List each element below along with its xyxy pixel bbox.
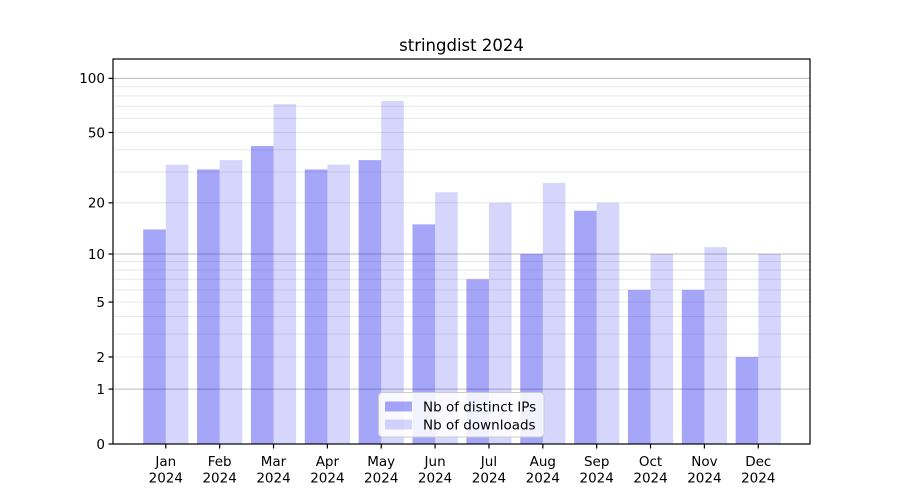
- plot-frame: [112, 58, 811, 445]
- bar-sep-downloads: [596, 202, 620, 444]
- bar-aug-downloads: [542, 182, 566, 444]
- bar-apr-distinct-ips: [304, 169, 328, 444]
- x-tick-label-year: 2024: [633, 471, 667, 487]
- bar-nov-distinct-ips: [681, 289, 705, 444]
- bar-jul-downloads: [488, 202, 512, 444]
- y-tick-label: 20: [88, 196, 105, 212]
- bar-may-downloads: [381, 100, 404, 445]
- bar-jan-distinct-ips: [143, 229, 166, 444]
- x-tick-label-year: 2024: [149, 471, 183, 487]
- x-tick-label-year: 2024: [418, 471, 452, 487]
- bar-mar-downloads: [273, 104, 297, 445]
- x-tick-label-year: 2024: [310, 471, 344, 487]
- y-tick-label: 5: [96, 295, 105, 311]
- y-axis: 0 1 2 5 10 20 50 100: [79, 71, 113, 453]
- x-tick-label-year: 2024: [364, 471, 398, 487]
- bar-oct-downloads: [650, 254, 674, 444]
- bar-feb-distinct-ips: [197, 169, 220, 444]
- bar-dec-distinct-ips: [735, 356, 759, 444]
- bar-feb-downloads: [219, 160, 243, 445]
- x-tick-label-year: 2024: [526, 471, 560, 487]
- x-tick-label-year: 2024: [256, 471, 290, 487]
- x-tick-label-month: Jun: [424, 454, 446, 470]
- x-tick-label-year: 2024: [202, 471, 236, 487]
- bar-jun-downloads: [435, 192, 458, 444]
- y-tick-label: 1: [96, 382, 105, 398]
- gridlines: [113, 77, 810, 390]
- x-tick-label-year: 2024: [687, 471, 721, 487]
- x-tick-label-month: Aug: [530, 454, 556, 470]
- x-tick-label-month: Feb: [208, 454, 232, 470]
- x-tick-label-month: Sep: [584, 454, 609, 470]
- x-tick-label-month: Nov: [691, 454, 717, 470]
- y-tick-label: 2: [96, 350, 105, 366]
- x-tick-label-month: May: [367, 454, 395, 470]
- bar-jan-downloads: [165, 164, 189, 444]
- bar-apr-downloads: [327, 164, 350, 444]
- bar-sep-distinct-ips: [574, 210, 597, 444]
- bar-may-distinct-ips: [358, 160, 382, 445]
- y-tick-label: 10: [88, 247, 105, 263]
- x-tick-label-year: 2024: [472, 471, 506, 487]
- y-tick-label: 50: [88, 125, 105, 141]
- bar-nov-downloads: [704, 247, 727, 444]
- x-tick-label-month: Apr: [316, 454, 340, 470]
- legend-swatch-distinct-ips: [385, 401, 412, 412]
- legend-box: [378, 392, 545, 438]
- x-tick-label-month: Jan: [154, 454, 176, 470]
- bars: [143, 100, 781, 445]
- chart-title: stringdist 2024: [399, 36, 524, 55]
- bar-mar-distinct-ips: [250, 146, 274, 445]
- legend-label-downloads: Nb of downloads: [423, 418, 536, 434]
- x-axis: Jan2024Feb2024Mar2024Apr2024May2024Jun20…: [149, 444, 775, 487]
- bar-oct-distinct-ips: [627, 289, 651, 444]
- legend-label-distinct-ips: Nb of distinct IPs: [423, 400, 536, 416]
- legend: Nb of distinct IPs Nb of downloads: [378, 392, 545, 438]
- x-tick-label-year: 2024: [741, 471, 775, 487]
- x-tick-label-month: Mar: [261, 454, 287, 470]
- y-tick-label: 0: [96, 437, 105, 453]
- legend-swatch-downloads: [385, 419, 412, 430]
- x-tick-label-month: Oct: [639, 454, 662, 470]
- x-tick-label-month: Jul: [480, 454, 497, 470]
- bar-jun-distinct-ips: [412, 224, 436, 444]
- x-tick-label-year: 2024: [580, 471, 614, 487]
- y-tick-label: 100: [79, 71, 105, 87]
- x-tick-label-month: Dec: [745, 454, 771, 470]
- bar-dec-downloads: [758, 254, 781, 444]
